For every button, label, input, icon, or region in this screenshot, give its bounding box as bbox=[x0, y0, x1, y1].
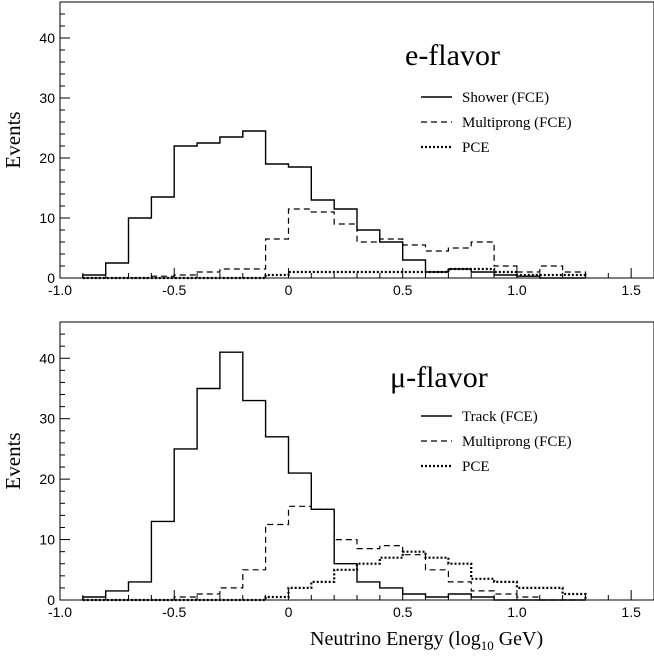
histogram-series-pce bbox=[82, 267, 587, 280]
y-tick-label: 40 bbox=[39, 30, 55, 46]
legend-label: PCE bbox=[462, 140, 490, 156]
plot-frame bbox=[59, 321, 654, 601]
y-tick-label: 20 bbox=[39, 150, 55, 166]
y-tick-label: 30 bbox=[39, 411, 55, 427]
legend-entry: Track (FCE) bbox=[421, 409, 538, 425]
legend-label: Multiprong (FCE) bbox=[462, 434, 572, 450]
x-tick-label: -0.5 bbox=[162, 282, 186, 298]
histogram-series-track-fce bbox=[82, 351, 586, 601]
y-tick-label: 0 bbox=[47, 270, 55, 286]
y-tick-label: 10 bbox=[39, 532, 55, 548]
histogram-series-shower-fce bbox=[82, 130, 586, 279]
histogram-series-multiprong-fce bbox=[82, 208, 587, 279]
legend-label: PCE bbox=[462, 459, 490, 475]
legend-entry: PCE bbox=[421, 459, 490, 475]
x-tick-label: 0.5 bbox=[393, 604, 413, 620]
legend-entry: Multiprong (FCE) bbox=[421, 115, 572, 131]
y-tick-label: 10 bbox=[39, 210, 55, 226]
panel-title: μ-flavor bbox=[390, 361, 488, 394]
x-tick-label: -0.5 bbox=[162, 604, 186, 620]
y-tick-label: 20 bbox=[39, 471, 55, 487]
y-axis-label: Events bbox=[1, 432, 25, 489]
legend-entry: Multiprong (FCE) bbox=[421, 434, 572, 450]
legend-label: Shower (FCE) bbox=[462, 90, 549, 106]
x-tick-label: 1.5 bbox=[621, 604, 641, 620]
y-tick-label: 30 bbox=[39, 90, 55, 106]
x-tick-label: 1.0 bbox=[507, 282, 527, 298]
legend-label: Multiprong (FCE) bbox=[462, 115, 572, 131]
x-tick-label: 1.5 bbox=[621, 282, 641, 298]
y-tick-label: 0 bbox=[47, 592, 55, 608]
legend-label: Track (FCE) bbox=[462, 409, 538, 425]
x-axis-label-main: Neutrino Energy (log bbox=[310, 628, 481, 650]
panel-mu-flavor: -1.0 -0.5 0 0.5 1.0 1.5 0 10 20 30 40 Events μ-flavo… bbox=[1, 321, 654, 653]
panel-title: e-flavor bbox=[405, 39, 500, 72]
legend-entry: PCE bbox=[421, 140, 490, 156]
x-axis-label-unit: GeV) bbox=[494, 628, 543, 650]
x-tick-label: 0 bbox=[285, 282, 293, 298]
x-tick-label: 0.5 bbox=[393, 282, 413, 298]
x-tick-label: 1.0 bbox=[507, 604, 527, 620]
x-tick-label: -1.0 bbox=[48, 282, 72, 298]
y-tick-label: 40 bbox=[39, 350, 55, 366]
x-axis-label: Neutrino Energy (log10 GeV) bbox=[310, 628, 543, 653]
y-axis-label: Events bbox=[1, 111, 25, 168]
histogram-series-pce bbox=[82, 550, 587, 602]
x-axis-label-subscript: 10 bbox=[481, 638, 494, 653]
panel-e-flavor: -1.0 -0.5 0 0.5 1.0 1.5 0 10 20 30 40 Events e-flavo… bbox=[1, 1, 654, 298]
x-tick-label: -1.0 bbox=[48, 604, 72, 620]
x-tick-label: 0 bbox=[285, 604, 293, 620]
legend-entry: Shower (FCE) bbox=[421, 90, 549, 106]
